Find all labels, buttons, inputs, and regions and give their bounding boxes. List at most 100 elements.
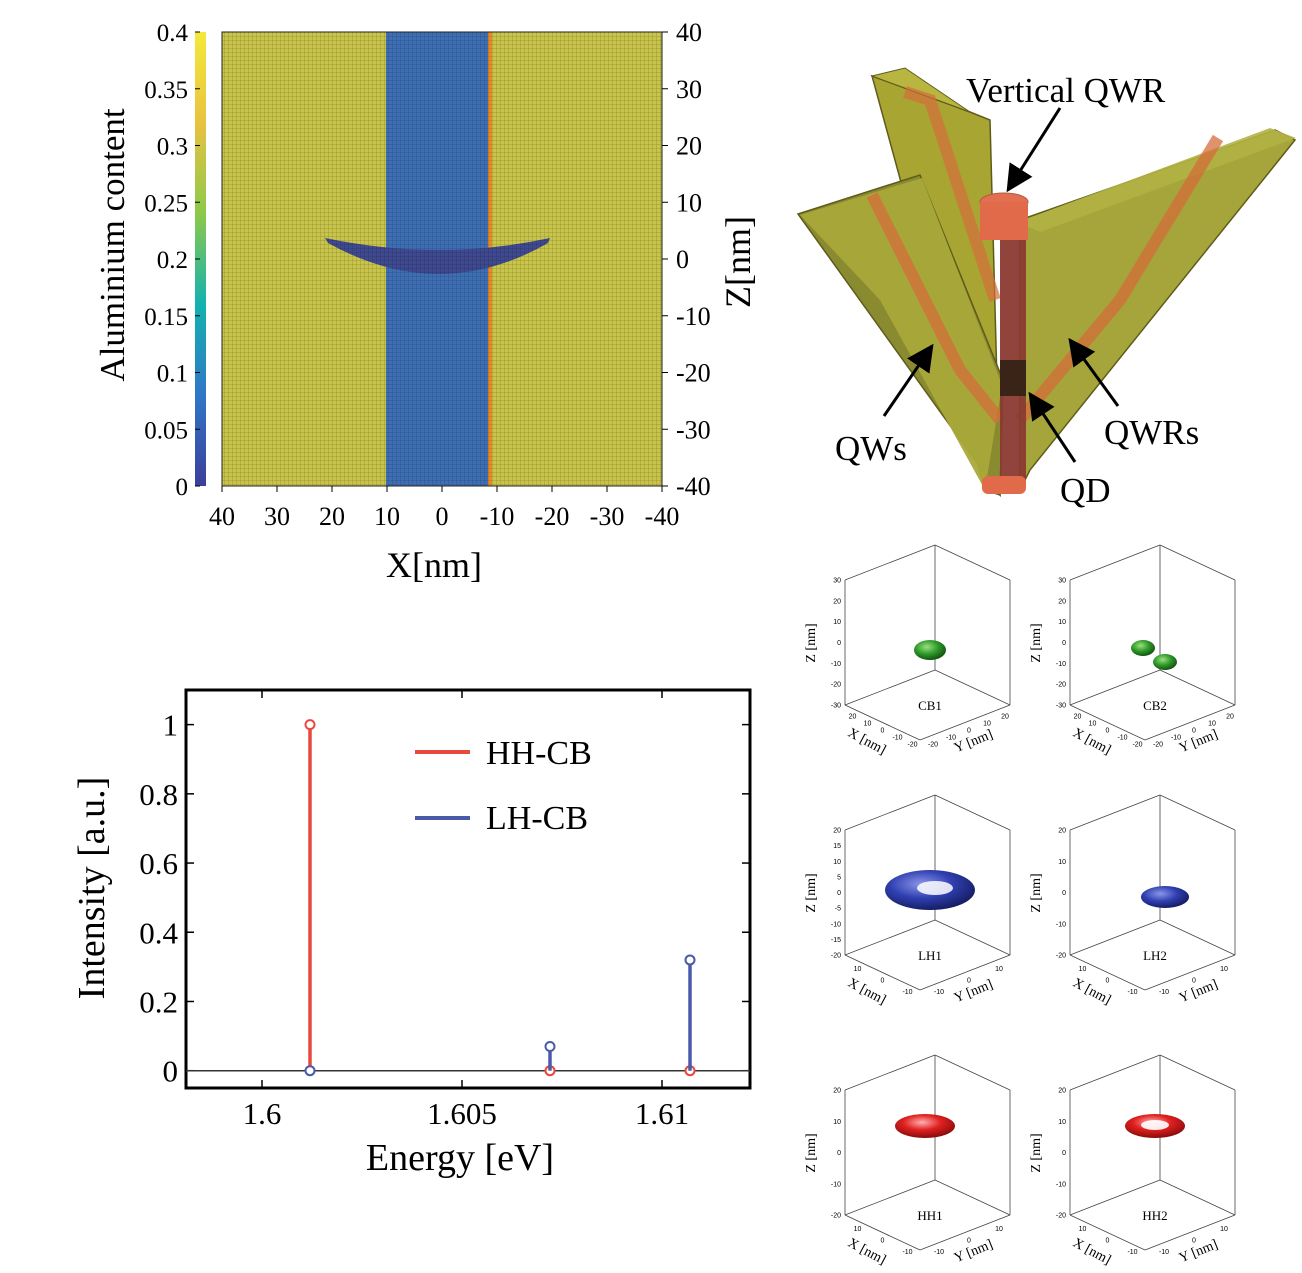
box-edge	[934, 1179, 1011, 1216]
state-label: HH1	[917, 1208, 942, 1223]
z-tick-label: 30	[1058, 578, 1066, 585]
stem-marker-hh-cb	[304, 719, 316, 731]
x-tick-label: 0	[881, 978, 885, 985]
y-axis-label: Y [nm]	[952, 727, 995, 756]
x-tick-label: 10	[1079, 966, 1087, 973]
y-axis-label: Y [nm]	[952, 977, 995, 1006]
heatmap-x-tick-label: -10	[480, 502, 515, 531]
spectrum-y-tick-label: 1	[163, 708, 179, 743]
heatmap-x-tick-label: -40	[645, 502, 680, 531]
x-tick-label: -20	[1132, 742, 1142, 749]
box-edge	[934, 919, 1011, 956]
colorbar-tick-label: 0.35	[144, 77, 188, 104]
spectrum-x-tick-label: 1.6	[243, 1096, 282, 1131]
stem-marker-lh-cb	[304, 1065, 316, 1077]
z-tick-label: -20	[1056, 682, 1066, 689]
heatmap-z-tick-label: -20	[676, 359, 711, 388]
box-edge	[844, 1179, 936, 1216]
x-tick-label: -10	[902, 989, 912, 996]
y-tick-label: 0	[967, 978, 971, 985]
box-edge	[934, 794, 1011, 831]
x-tick-label: -10	[892, 735, 902, 742]
y-axis-label: Y [nm]	[1177, 727, 1220, 756]
z-tick-label: 20	[1058, 828, 1066, 835]
box-edge	[1069, 1054, 1161, 1091]
z-tick-label: 10	[833, 1119, 841, 1126]
back-qwr-stripe	[903, 86, 1001, 302]
heatmap-z-tick-label: -30	[676, 415, 711, 444]
z-tick-label: -30	[1056, 703, 1066, 710]
left-qw-face	[800, 178, 1002, 490]
z-tick-label: 0	[837, 1150, 841, 1157]
y-tick-label: -10	[1159, 1249, 1169, 1256]
box-edge	[844, 919, 936, 956]
spectrum-ticks: 1.6 1.605 1.61 0 0.2 0.4 0.6 0.8 1	[139, 690, 750, 1131]
z-tick-label: 20	[1058, 1088, 1066, 1095]
heatmap-z-tick-label: -40	[676, 472, 711, 501]
left-qwr-stripe	[866, 192, 1005, 424]
x-tick-label: 10	[854, 1226, 862, 1233]
y-tick-label: 10	[995, 1226, 1003, 1233]
x-tick-label: -10	[1117, 735, 1127, 742]
x-tick-label: 0	[881, 728, 885, 735]
box-edge	[844, 704, 921, 741]
box-edge	[1069, 954, 1146, 991]
heatmap-x-tick-label: 20	[319, 502, 345, 531]
heatmap-x-tick-label: 0	[436, 502, 449, 531]
right-qwr-stripe	[1015, 134, 1224, 424]
y-axis-label: Y [nm]	[1177, 1237, 1220, 1266]
label-vertical-qwr: Vertical QWR	[966, 71, 1166, 110]
z-tick-label: -10	[831, 921, 841, 928]
y-tick-label: -10	[1171, 735, 1181, 742]
state-label: CB2	[1143, 698, 1167, 713]
isosurface-grid: 30 20 10 0 -10 -20 -30 Z [nm] 20 10 0 -10 -20 -20 -10 0…	[804, 544, 1236, 1268]
heatmap-x-label: X[nm]	[386, 545, 482, 585]
stem-marker-lh-cb	[684, 954, 696, 966]
box-edge	[1069, 1214, 1146, 1251]
box-edge	[919, 954, 1011, 991]
spectrum-y-tick-label: 0.2	[139, 984, 178, 1019]
y-tick-label: 20	[1001, 714, 1009, 721]
z-tick-label: -10	[1056, 1181, 1066, 1188]
nanostructure-schematic: Vertical QWR QWs QWRs QD	[796, 67, 1297, 510]
z-tick-label: 0	[837, 640, 841, 647]
colorbar-tick-label: 0.15	[144, 304, 188, 331]
z-tick-label: 10	[1058, 1119, 1066, 1126]
box-edge	[1144, 1214, 1236, 1251]
z-tick-label: -15	[831, 937, 841, 944]
mesh-grid	[222, 32, 662, 486]
wavefunction-blob	[914, 640, 946, 660]
box-edge	[919, 1214, 1011, 1251]
z-axis-label: Z [nm]	[804, 623, 819, 662]
z-tick-label: -20	[1056, 953, 1066, 960]
z-tick-label: -20	[831, 1213, 841, 1220]
x-tick-label: 0	[1106, 728, 1110, 735]
y-tick-label: -20	[928, 742, 938, 749]
box-edge	[1069, 704, 1146, 741]
box-edge	[1159, 669, 1236, 706]
z-axis-label: Z [nm]	[1029, 873, 1044, 912]
x-tick-label: -20	[907, 742, 917, 749]
vertical-qwr-cylinder	[1000, 205, 1026, 487]
box-edge	[1069, 1179, 1161, 1216]
box-edge	[934, 1054, 1011, 1091]
x-tick-label: -10	[902, 1249, 912, 1256]
z-tick-label: 20	[833, 1088, 841, 1095]
z-tick-label: -20	[831, 682, 841, 689]
label-qws: QWs	[835, 429, 907, 468]
spectrum-x-tick-label: 1.61	[635, 1096, 689, 1131]
y-tick-label: 10	[1220, 966, 1228, 973]
ring-hole	[1141, 1120, 1169, 1130]
isosurface-cb2: 30 20 10 0 -10 -20 -30 Z [nm] 20 10 0 -10 -20 -20 -10 0…	[1029, 544, 1236, 758]
z-tick-label: 20	[833, 828, 841, 835]
x-tick-label: -10	[1127, 1249, 1137, 1256]
legend-hh-label: HH-CB	[486, 735, 592, 772]
ring-hole	[917, 881, 953, 895]
y-tick-label: 20	[1226, 714, 1234, 721]
y-tick-label: -10	[934, 989, 944, 996]
heatmap-x-tick-label: 30	[264, 502, 290, 531]
heatmap-x-tick-label: -20	[535, 502, 570, 531]
z-tick-label: -10	[1056, 661, 1066, 668]
colorbar-ticks: 0 0.05 0.1 0.15 0.2 0.25 0.3 0.35 0.4	[144, 20, 200, 501]
y-tick-label: -20	[1153, 742, 1163, 749]
